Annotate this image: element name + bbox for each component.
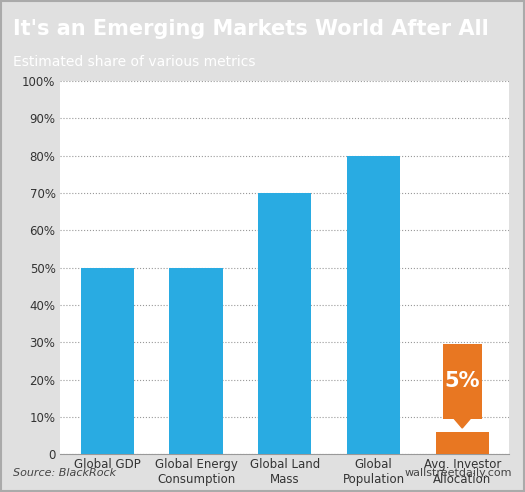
Text: It's an Emerging Markets World After All: It's an Emerging Markets World After All [13, 19, 489, 39]
Text: Source: BlackRock: Source: BlackRock [13, 467, 116, 478]
Bar [81, 268, 134, 454]
Bar [258, 193, 311, 454]
Text: wallstreetdaily.com: wallstreetdaily.com [404, 467, 512, 478]
Bar [436, 432, 489, 454]
Bar [170, 268, 223, 454]
Polygon shape [454, 419, 470, 428]
Text: Estimated share of various metrics: Estimated share of various metrics [13, 55, 256, 69]
Text: 5%: 5% [445, 371, 480, 392]
Bar [347, 156, 400, 454]
Bar [443, 344, 482, 419]
